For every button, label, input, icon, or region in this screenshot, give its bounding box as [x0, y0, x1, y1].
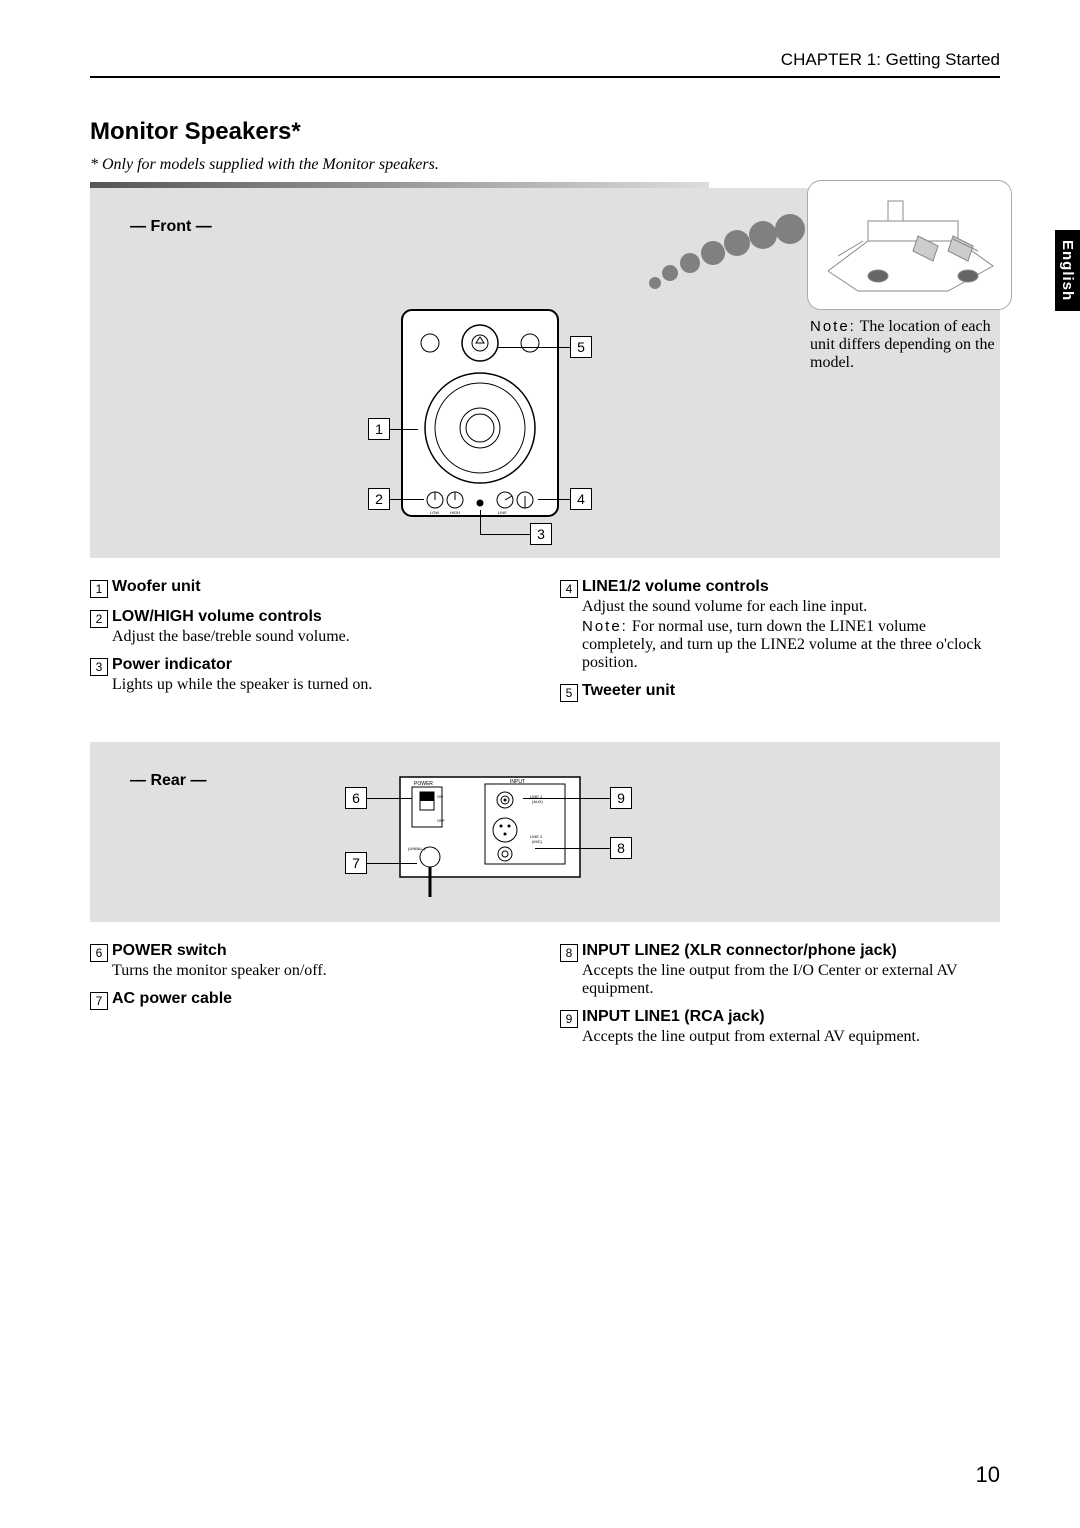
- item-desc: Accepts the line output from the I/O Cen…: [582, 962, 1000, 998]
- item-title: INPUT LINE2 (XLR connector/phone jack): [582, 942, 1000, 960]
- svg-text:OFF: OFF: [437, 818, 446, 823]
- callout-2: 2: [368, 488, 390, 510]
- item-title: Power indicator: [112, 656, 530, 674]
- item-title: Tweeter unit: [582, 682, 1000, 700]
- list-item: 2 LOW/HIGH volume controls Adjust the ba…: [90, 608, 530, 646]
- svg-text:(MIC): (MIC): [532, 839, 543, 844]
- svg-text:HIGH: HIGH: [450, 510, 460, 515]
- callout-3: 3: [530, 523, 552, 545]
- list-item: 3 Power indicator Lights up while the sp…: [90, 656, 530, 694]
- callout-4: 4: [570, 488, 592, 510]
- callout-1: 1: [368, 418, 390, 440]
- item-number: 5: [560, 684, 578, 702]
- svg-text:ON: ON: [437, 794, 443, 799]
- note-text: For normal use, turn down the LINE1 volu…: [582, 618, 982, 671]
- item-title: LOW/HIGH volume controls: [112, 608, 530, 626]
- callout-7: 7: [345, 852, 367, 874]
- list-item: 1 Woofer unit: [90, 578, 530, 598]
- item-desc: Adjust the base/treble sound volume.: [112, 628, 530, 646]
- rear-descriptions: 6 POWER switch Turns the monitor speaker…: [90, 942, 1000, 1056]
- item-desc: Lights up while the speaker is turned on…: [112, 676, 530, 694]
- list-item: 5 Tweeter unit: [560, 682, 1000, 702]
- speaker-rear-diagram: POWER ON OFF (UNBAL.) INPUT LINE 1 (AUX): [390, 772, 590, 902]
- callout-5: 5: [570, 336, 592, 358]
- item-title: POWER switch: [112, 942, 530, 960]
- inset-illustration: [807, 180, 1012, 310]
- item-number: 6: [90, 944, 108, 962]
- svg-text:(UNBAL.): (UNBAL.): [408, 846, 426, 851]
- callout-9: 9: [610, 787, 632, 809]
- item-desc: Adjust the sound volume for each line in…: [582, 598, 1000, 616]
- list-item: 7 AC power cable: [90, 990, 530, 1010]
- item-desc: Accepts the line output from external AV…: [582, 1028, 1000, 1046]
- header-rule: [90, 76, 1000, 78]
- svg-text:(AUX): (AUX): [532, 799, 544, 804]
- zoom-bubbles: [635, 213, 815, 293]
- section-footnote: * Only for models supplied with the Moni…: [90, 156, 1000, 174]
- item-title: INPUT LINE1 (RCA jack): [582, 1008, 1000, 1026]
- item-number: 2: [90, 610, 108, 628]
- location-note: Note: The location of each unit differs …: [810, 318, 1010, 372]
- item-number: 9: [560, 1010, 578, 1028]
- rear-diagram-panel: — Rear — POWER ON OFF (UNBAL.) INPUT: [90, 742, 1000, 922]
- item-number: 4: [560, 580, 578, 598]
- item-title: LINE1/2 volume controls: [582, 578, 1000, 596]
- page-number: 10: [976, 1462, 1000, 1488]
- callout-8: 8: [610, 837, 632, 859]
- list-item: 8 INPUT LINE2 (XLR connector/phone jack)…: [560, 942, 1000, 998]
- svg-text:LINE: LINE: [498, 510, 507, 515]
- svg-text:LOW: LOW: [430, 510, 439, 515]
- item-desc: Turns the monitor speaker on/off.: [112, 962, 530, 980]
- item-title: Woofer unit: [112, 578, 530, 596]
- chapter-header: CHAPTER 1: Getting Started: [90, 50, 1000, 70]
- list-item: 9 INPUT LINE1 (RCA jack) Accepts the lin…: [560, 1008, 1000, 1046]
- list-item: 4 LINE1/2 volume controls Adjust the sou…: [560, 578, 1000, 672]
- item-number: 1: [90, 580, 108, 598]
- section-title: Monitor Speakers*: [90, 118, 1000, 146]
- item-number: 8: [560, 944, 578, 962]
- front-descriptions: 1 Woofer unit 2 LOW/HIGH volume controls…: [90, 578, 1000, 712]
- item-number: 7: [90, 992, 108, 1010]
- item-title: AC power cable: [112, 990, 530, 1008]
- item-note: Note: For normal use, turn down the LINE…: [582, 618, 1000, 672]
- svg-text:POWER: POWER: [414, 781, 433, 787]
- note-label: Note:: [810, 318, 856, 335]
- front-diagram-panel: — Front —: [90, 188, 1000, 558]
- note-label: Note:: [582, 618, 628, 635]
- callout-6: 6: [345, 787, 367, 809]
- speaker-front-diagram: LOW HIGH LINE: [400, 308, 560, 518]
- list-item: 6 POWER switch Turns the monitor speaker…: [90, 942, 530, 980]
- item-number: 3: [90, 658, 108, 676]
- svg-text:INPUT: INPUT: [510, 779, 525, 785]
